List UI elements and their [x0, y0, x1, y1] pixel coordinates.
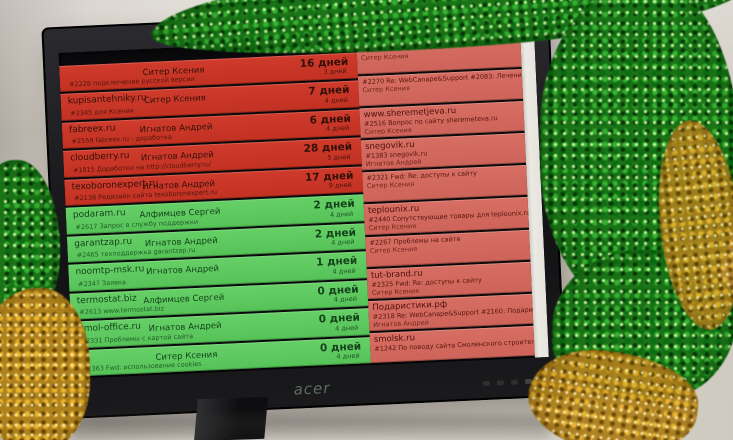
monitor: #2228 подключение русской версии Ситер К…	[41, 4, 567, 420]
days-secondary: 4 дней	[333, 294, 358, 304]
days-secondary: 4 дней	[324, 95, 349, 105]
task-row: tut-brand.ru #2325 Fwd: Re: доступы к са…	[366, 261, 532, 299]
days-secondary: 4 дней	[336, 351, 360, 361]
assignee-name: Ситер Ксения	[143, 93, 206, 107]
days-secondary: 9 дней	[328, 181, 353, 191]
days-secondary: 4 дней	[325, 124, 350, 134]
assignee-name: Игнатов Андрей	[139, 121, 213, 136]
days-secondary: 4 дней	[332, 266, 356, 276]
task-row: Подаристики.рф #2318 Re: WebCanape&Suppo…	[368, 293, 534, 331]
dashboard-screen: #2228 подключение русской версии Ситер К…	[58, 31, 549, 379]
shadow	[70, 416, 550, 440]
days-secondary: 4 дней	[331, 237, 355, 247]
assignee-name: Алфимцев Сергей	[143, 292, 225, 306]
task-row: #2270 Re: WebCanape&Support #2083: Лечен…	[357, 69, 524, 107]
task-row: teplounix.ru #2440 Сопутствующие товары …	[363, 197, 529, 235]
task-row: www.sheremetjeva.ru #2516 Вопрос по сайт…	[359, 101, 525, 139]
task-list-right-column: #1887 Изменения на сайт Ситер Ксения #22…	[356, 32, 535, 365]
task-row: snegovik.ru #1383 snegovik.ru Игнатов Ан…	[360, 133, 527, 171]
task-row: smolsk.ru #1242 По поводу сайта Смоленск…	[369, 325, 535, 364]
days-secondary: 4 дней	[329, 209, 354, 219]
days-secondary: 4 дней	[334, 323, 359, 333]
task-row: #2267 Проблемы на сайте Ситер Ксения	[365, 229, 531, 267]
days-secondary: 3 дней	[323, 67, 347, 77]
days-secondary: 5 дней	[327, 152, 351, 162]
task-row: #2321 Fwd: Re: доступы к сайту Ситер Ксе…	[362, 165, 528, 203]
task-list-left-column: #2228 подключение русской версии Ситер К…	[59, 39, 371, 378]
assignee-name: Игнатов Андрей	[145, 264, 220, 278]
gold-tinsel-bottom-left	[0, 288, 90, 440]
